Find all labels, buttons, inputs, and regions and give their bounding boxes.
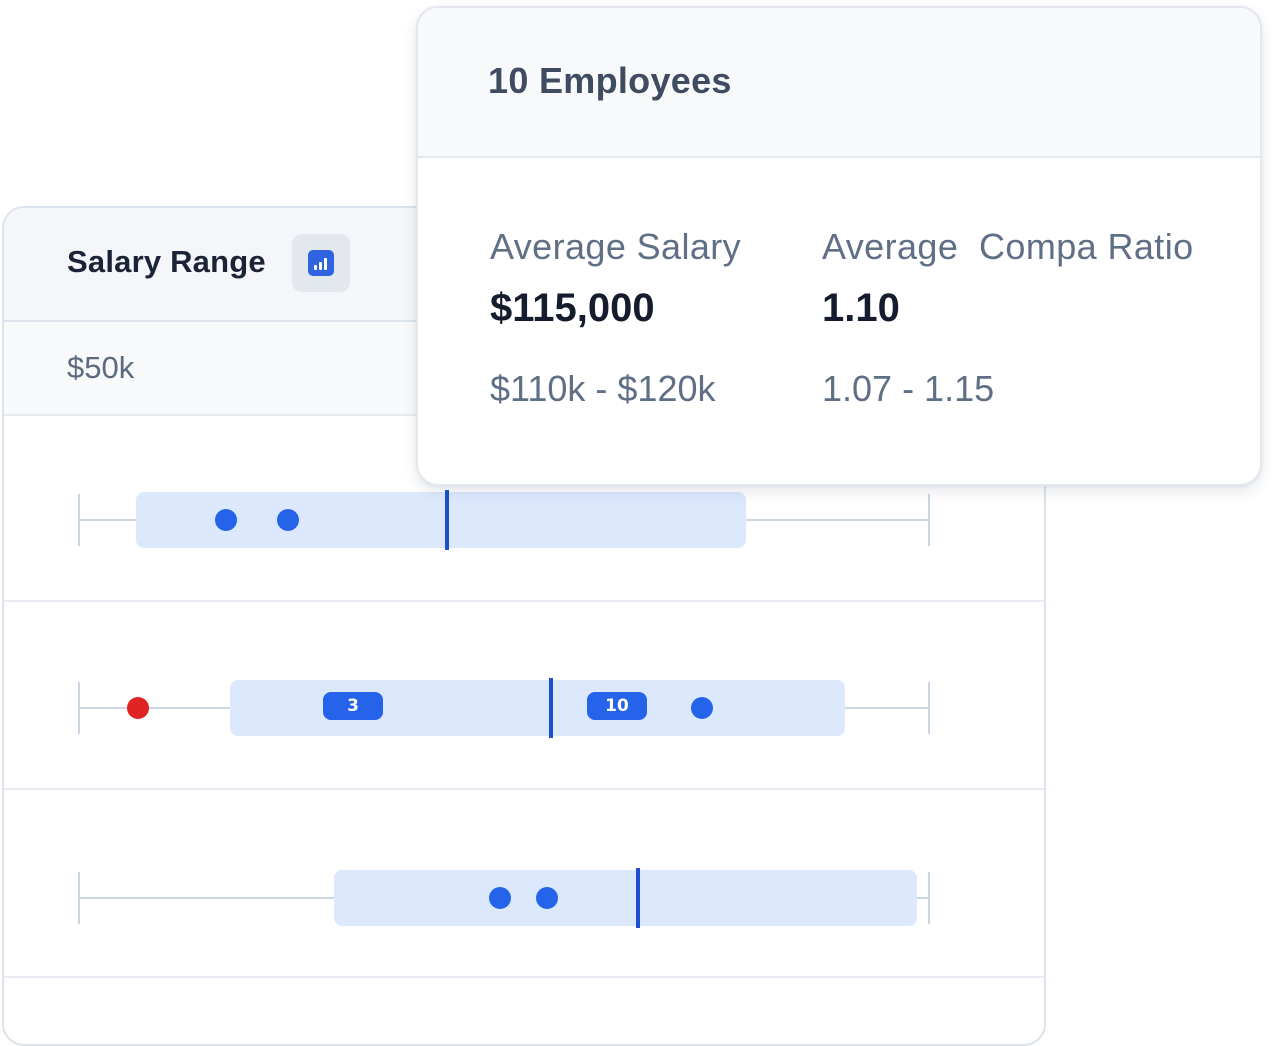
compa-ratio-value: 1.10 [822, 286, 900, 330]
chart-view-button[interactable] [292, 234, 350, 292]
average-salary-range: $110k - $120k [490, 368, 716, 409]
employee-dot[interactable] [215, 509, 237, 531]
box-plot-row[interactable] [4, 868, 1044, 928]
employee-summary-popover: 10 Employees Average Salary $115,000 $11… [416, 6, 1262, 486]
axis-min-label: $50k [67, 350, 135, 385]
whisker-right [917, 897, 930, 899]
median-marker [636, 868, 640, 928]
average-salary-label: Average Salary [490, 226, 742, 267]
interquartile-box [136, 492, 746, 548]
employee-count-title: 10 Employees [488, 60, 732, 101]
whisker-left [80, 707, 232, 709]
summary-header: 10 Employees [418, 8, 1260, 158]
row-divider [4, 600, 1044, 602]
whisker-left [80, 897, 336, 899]
box-plot-row[interactable] [4, 490, 1044, 550]
box-plot-row[interactable]: 3 10 [4, 678, 1044, 738]
whisker-left [80, 519, 138, 521]
outlier-dot[interactable] [127, 697, 149, 719]
median-marker [549, 678, 553, 738]
whisker-max-cap [928, 872, 930, 924]
whisker-right [746, 519, 930, 521]
average-salary-value: $115,000 [490, 286, 655, 330]
compa-ratio-range: 1.07 - 1.15 [822, 368, 995, 409]
interquartile-box [334, 870, 917, 926]
employee-count-badge[interactable]: 3 [323, 692, 383, 720]
employee-dot[interactable] [489, 887, 511, 909]
median-marker [445, 490, 449, 550]
whisker-right [845, 707, 930, 709]
whisker-max-cap [928, 494, 930, 546]
compa-ratio-label: Average Compa Ratio [822, 226, 1194, 267]
bar-chart-icon [308, 250, 334, 276]
employee-dot[interactable] [691, 697, 713, 719]
employee-dot[interactable] [536, 887, 558, 909]
whisker-min-cap [78, 872, 80, 924]
salary-range-title: Salary Range [67, 244, 266, 279]
whisker-min-cap [78, 494, 80, 546]
employee-dot[interactable] [277, 509, 299, 531]
whisker-min-cap [78, 682, 80, 734]
employee-count-badge[interactable]: 10 [587, 692, 647, 720]
row-divider [4, 788, 1044, 790]
whisker-max-cap [928, 682, 930, 734]
row-divider [4, 976, 1044, 978]
